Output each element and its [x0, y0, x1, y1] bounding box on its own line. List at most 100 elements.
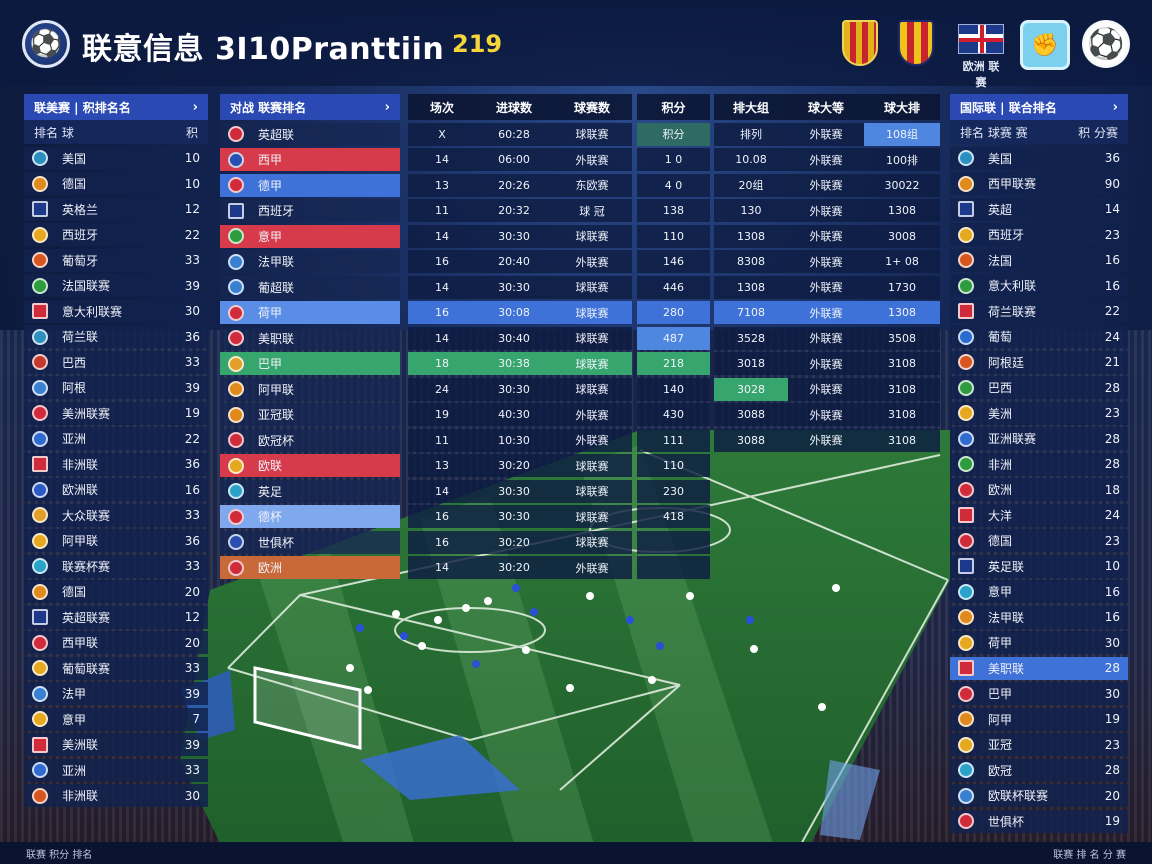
matchup-row[interactable]: 德杯: [220, 505, 400, 528]
standings-row[interactable]: 阿根 39: [24, 376, 208, 399]
right-panel-header[interactable]: 国际联 | 联合排名 ›: [950, 94, 1128, 120]
standings-row[interactable]: 亚洲 33: [24, 758, 208, 782]
stats-cell[interactable]: 外联赛: [552, 250, 632, 273]
group-cell[interactable]: 1308: [864, 199, 940, 222]
matchup-row[interactable]: 巴甲: [220, 352, 400, 375]
standings-row[interactable]: 荷兰联 36: [24, 325, 208, 348]
matchup-row[interactable]: 荷甲: [220, 301, 400, 324]
stats-cell[interactable]: 11: [408, 199, 476, 222]
club-crest-icon[interactable]: [898, 20, 934, 66]
standings-row[interactable]: 英超 14: [950, 197, 1128, 221]
group-cell[interactable]: 20组: [714, 173, 788, 197]
standings-row[interactable]: 意大利联赛 30: [24, 299, 208, 323]
group-cell[interactable]: 100排: [864, 148, 940, 171]
standings-row[interactable]: 德国 20: [24, 580, 208, 603]
standings-row[interactable]: 西甲联 20: [24, 631, 208, 654]
standings-row[interactable]: 葡萄 24: [950, 325, 1128, 348]
points-cell[interactable]: 111: [637, 428, 710, 452]
stats-cell[interactable]: 16: [408, 250, 476, 273]
points-cell[interactable]: 280: [637, 301, 710, 324]
group-cell[interactable]: 3108: [864, 403, 940, 426]
stats-cell[interactable]: 球 冠: [552, 199, 632, 222]
stats-cell[interactable]: 11: [408, 428, 476, 452]
left-panel-header[interactable]: 联美赛 | 积排名名 ›: [24, 94, 208, 120]
group-cell[interactable]: 外联赛: [788, 148, 864, 171]
stats-cell[interactable]: 球联赛: [552, 377, 632, 401]
standings-row[interactable]: 亚洲联赛 28: [950, 427, 1128, 450]
points-cell[interactable]: 4 0: [637, 173, 710, 197]
group-cell[interactable]: 1+ 08: [864, 250, 940, 273]
standings-row[interactable]: 欧冠 28: [950, 758, 1128, 782]
stats-cell[interactable]: 40:30: [476, 403, 552, 426]
points-cell[interactable]: [637, 556, 710, 579]
points-cell[interactable]: 230: [637, 479, 710, 503]
group-cell[interactable]: 外联赛: [788, 224, 864, 248]
matchup-row[interactable]: 意甲: [220, 224, 400, 248]
standings-row[interactable]: 美国 10: [24, 146, 208, 170]
stats-cell[interactable]: 30:08: [476, 301, 552, 324]
group-cell[interactable]: 108组: [864, 122, 940, 146]
group-cell[interactable]: 1308: [714, 224, 788, 248]
stats-cell[interactable]: 外联赛: [552, 556, 632, 579]
spain-crest-icon[interactable]: [842, 20, 878, 66]
group-cell[interactable]: 外联赛: [788, 122, 864, 146]
group-cell[interactable]: 外联赛: [788, 428, 864, 452]
matchup-panel-header[interactable]: 对战 联赛排名 ›: [220, 94, 400, 120]
standings-row[interactable]: 西班牙 23: [950, 223, 1128, 246]
standings-row[interactable]: 大洋 24: [950, 503, 1128, 527]
group-cell[interactable]: 1308: [714, 275, 788, 299]
standings-row[interactable]: 美洲联 39: [24, 733, 208, 756]
matchup-row[interactable]: 法甲联: [220, 250, 400, 273]
group-cell[interactable]: 3108: [864, 377, 940, 401]
group-cell[interactable]: 外联赛: [788, 275, 864, 299]
stats-cell[interactable]: 14: [408, 479, 476, 503]
matchup-row[interactable]: 欧冠杯: [220, 428, 400, 452]
standings-row[interactable]: 美职联 28: [950, 656, 1128, 680]
stats-cell[interactable]: 60:28: [476, 122, 552, 146]
stats-cell[interactable]: 14: [408, 556, 476, 579]
points-cell[interactable]: 430: [637, 403, 710, 426]
standings-row[interactable]: 葡萄联赛 33: [24, 656, 208, 680]
group-cell[interactable]: 7108: [714, 301, 788, 324]
stats-cell[interactable]: 30:30: [476, 479, 552, 503]
points-cell[interactable]: 1 0: [637, 148, 710, 171]
stats-cell[interactable]: 球联赛: [552, 122, 632, 146]
standings-row[interactable]: 荷兰联赛 22: [950, 299, 1128, 323]
points-cell[interactable]: 487: [637, 326, 710, 350]
stats-cell[interactable]: 30:30: [476, 275, 552, 299]
standings-row[interactable]: 荷甲 30: [950, 631, 1128, 654]
points-cell[interactable]: 218: [637, 352, 710, 375]
group-cell[interactable]: 3508: [864, 326, 940, 350]
stats-cell[interactable]: 19: [408, 403, 476, 426]
standings-row[interactable]: 巴甲 30: [950, 682, 1128, 705]
standings-row[interactable]: 法甲 39: [24, 682, 208, 705]
standings-row[interactable]: 欧洲联 16: [24, 478, 208, 501]
points-cell[interactable]: 138: [637, 199, 710, 222]
stats-cell[interactable]: 30:20: [476, 454, 552, 477]
standings-row[interactable]: 阿甲 19: [950, 707, 1128, 731]
stats-cell[interactable]: 20:32: [476, 199, 552, 222]
group-cell[interactable]: 外联赛: [788, 352, 864, 375]
standings-row[interactable]: 意甲 16: [950, 580, 1128, 603]
stats-cell[interactable]: 球联赛: [552, 275, 632, 299]
group-cell[interactable]: 排列: [714, 122, 788, 146]
stats-cell[interactable]: 20:26: [476, 173, 552, 197]
points-cell[interactable]: 418: [637, 505, 710, 528]
uk-flag-icon[interactable]: [958, 24, 1004, 54]
group-cell[interactable]: 外联赛: [788, 173, 864, 197]
stats-cell[interactable]: 30:30: [476, 505, 552, 528]
stats-cell[interactable]: 球联赛: [552, 352, 632, 375]
standings-row[interactable]: 英超联赛 12: [24, 605, 208, 629]
stats-cell[interactable]: 18: [408, 352, 476, 375]
standings-row[interactable]: 巴西 28: [950, 376, 1128, 399]
standings-row[interactable]: 意甲 7: [24, 707, 208, 731]
chevron-right-icon[interactable]: ›: [384, 99, 390, 115]
matchup-row[interactable]: 美职联: [220, 326, 400, 350]
shield-badge-icon[interactable]: ✊: [1020, 20, 1070, 70]
standings-row[interactable]: 巴西 33: [24, 350, 208, 374]
standings-row[interactable]: 西甲联赛 90: [950, 172, 1128, 195]
matchup-row[interactable]: 亚冠联: [220, 403, 400, 426]
stats-cell[interactable]: 30:40: [476, 326, 552, 350]
stats-cell[interactable]: 06:00: [476, 148, 552, 171]
standings-row[interactable]: 葡萄牙 33: [24, 248, 208, 272]
